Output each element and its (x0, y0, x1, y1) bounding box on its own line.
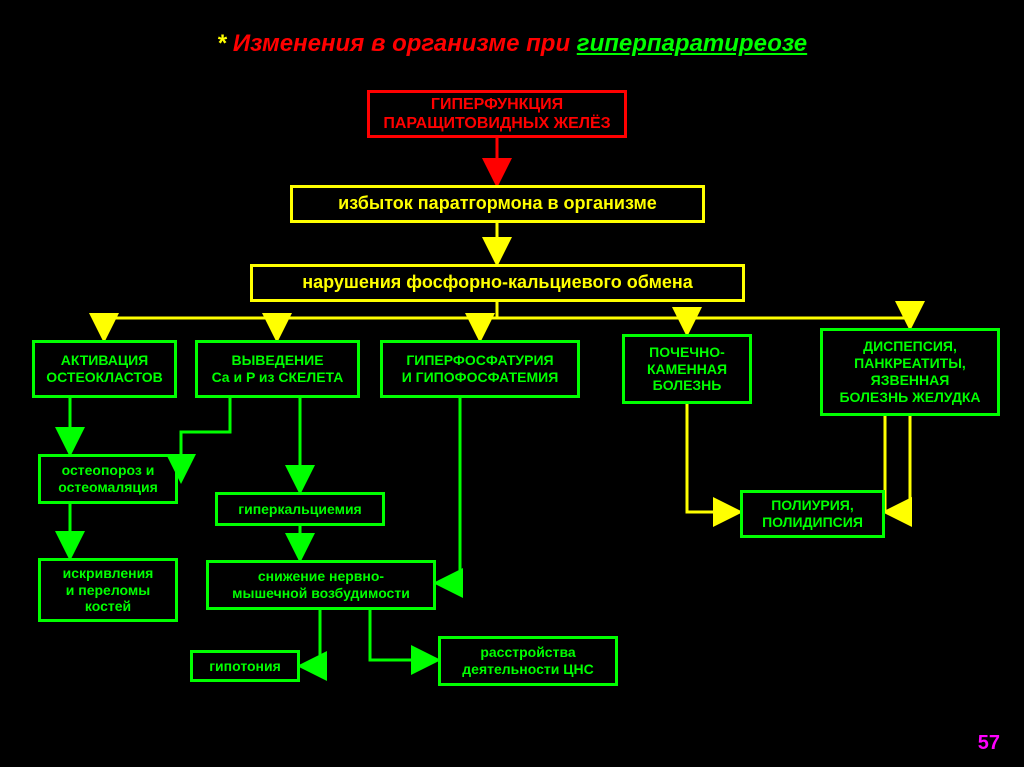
title-highlight: гиперпаратиреозе (577, 30, 807, 57)
node-n4: АКТИВАЦИЯОСТЕОКЛАСТОВ (32, 340, 177, 398)
node-n3: нарушения фосфорно-кальциевого обмена (250, 264, 745, 302)
node-n9: остеопороз иостеомаляция (38, 454, 178, 504)
node-n6: ГИПЕРФОСФАТУРИЯИ ГИПОФОСФАТЕМИЯ (380, 340, 580, 398)
node-n15: ПОЛИУРИЯ,ПОЛИДИПСИЯ (740, 490, 885, 538)
node-n7: ПОЧЕЧНО-КАМЕННАЯБОЛЕЗНЬ (622, 334, 752, 404)
page-number: 57 (978, 732, 1000, 755)
node-n8: ДИСПЕПСИЯ,ПАНКРЕАТИТЫ,ЯЗВЕННАЯБОЛЕЗНЬ ЖЕ… (820, 328, 1000, 416)
node-n11: искривленияи переломыкостей (38, 558, 178, 622)
node-n1: ГИПЕРФУНКЦИЯПАРАЩИТОВИДНЫХ ЖЕЛЁЗ (367, 90, 627, 138)
node-n5: ВЫВЕДЕНИЕCa и P из СКЕЛЕТА (195, 340, 360, 398)
slide-title: * Изменения в организме при гиперпаратир… (0, 30, 1024, 58)
title-main: Изменения в организме при (233, 30, 577, 57)
node-n14: расстройствадеятельности ЦНС (438, 636, 618, 686)
title-asterisk: * (217, 30, 233, 57)
node-n2: избыток паратгормона в организме (290, 185, 705, 223)
node-n13: гипотония (190, 650, 300, 682)
node-n10: гиперкальциемия (215, 492, 385, 526)
node-n12: снижение нервно-мышечной возбудимости (206, 560, 436, 610)
